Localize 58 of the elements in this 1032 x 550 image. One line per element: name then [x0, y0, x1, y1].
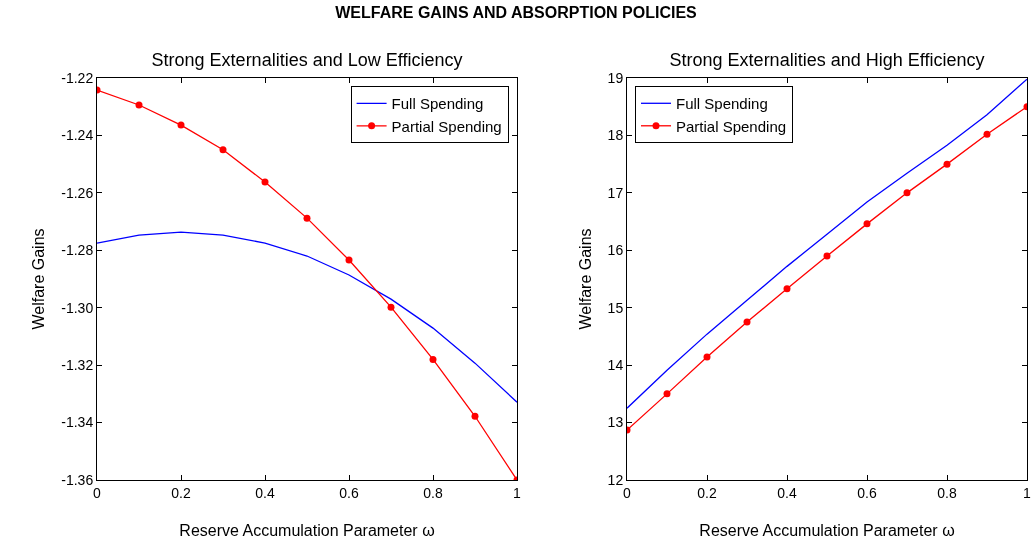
y-tick-label: 13 — [607, 414, 624, 431]
y-tick-label: 16 — [607, 242, 624, 259]
chart-title: Strong Externalities and Low Efficiency — [151, 50, 463, 71]
y-tick-label: -1.22 — [61, 69, 94, 86]
point — [471, 412, 479, 420]
y-tick-label: -1.36 — [61, 471, 94, 488]
y-tick-label: 18 — [607, 127, 624, 144]
point — [943, 160, 951, 168]
point — [219, 146, 227, 154]
x-tick-label: 0 — [623, 484, 632, 501]
y-tick-label: -1.26 — [61, 184, 94, 201]
point — [823, 252, 831, 260]
point — [663, 390, 671, 398]
point — [903, 189, 911, 197]
y-tick-label: -1.24 — [61, 127, 94, 144]
x-tick-label: 0.4 — [777, 484, 797, 501]
legend-label: Full Spending — [391, 95, 484, 113]
x-tick-label: 0 — [93, 484, 102, 501]
x-tick-label: 0.6 — [339, 484, 359, 501]
y-tick-label: 12 — [607, 471, 624, 488]
legend-label: Full Spending — [676, 95, 768, 113]
x-axis-title: Reserve Accumulation Parameter ω — [699, 522, 955, 540]
point — [387, 303, 395, 311]
y-tick-label: -1.28 — [61, 242, 94, 259]
legend-label: Partial Spending — [391, 117, 502, 135]
x-tick-label: 1 — [1023, 484, 1032, 501]
y-tick-label: 15 — [607, 299, 624, 316]
point — [177, 121, 185, 129]
point — [863, 220, 871, 228]
point — [303, 214, 311, 222]
y-tick-label: 17 — [607, 184, 624, 201]
x-tick-label: 0.8 — [423, 484, 443, 501]
x-tick-label: 0.4 — [255, 484, 275, 501]
x-tick-label: 0.8 — [937, 484, 957, 501]
y-axis-title: Welfare Gains — [576, 228, 594, 330]
point — [261, 178, 269, 186]
y-tick-label: 19 — [607, 69, 624, 86]
y-tick-label: -1.34 — [61, 414, 94, 431]
point — [783, 285, 791, 293]
point — [703, 353, 711, 361]
point — [345, 256, 353, 264]
point — [135, 101, 143, 109]
line-series — [97, 231, 517, 403]
point — [743, 318, 751, 326]
y-tick-label: -1.32 — [61, 357, 94, 374]
point — [983, 130, 991, 138]
x-tick-label: 0.2 — [171, 484, 191, 501]
point — [429, 355, 437, 363]
y-tick-label: 14 — [607, 357, 624, 374]
y-axis-title: Welfare Gains — [30, 228, 48, 330]
legend-label: Partial Spending — [676, 117, 787, 135]
y-tick-label: -1.30 — [61, 299, 94, 316]
x-axis-title: Reserve Accumulation Parameter ω — [179, 522, 435, 540]
x-tick-label: 1 — [513, 484, 522, 501]
x-tick-label: 0.6 — [857, 484, 877, 501]
chart-title: Strong Externalities and High Efficiency — [669, 50, 985, 71]
text: WELFARE GAINS AND ABSORPTION POLICIES — [334, 4, 698, 22]
x-tick-label: 0.2 — [697, 484, 717, 501]
